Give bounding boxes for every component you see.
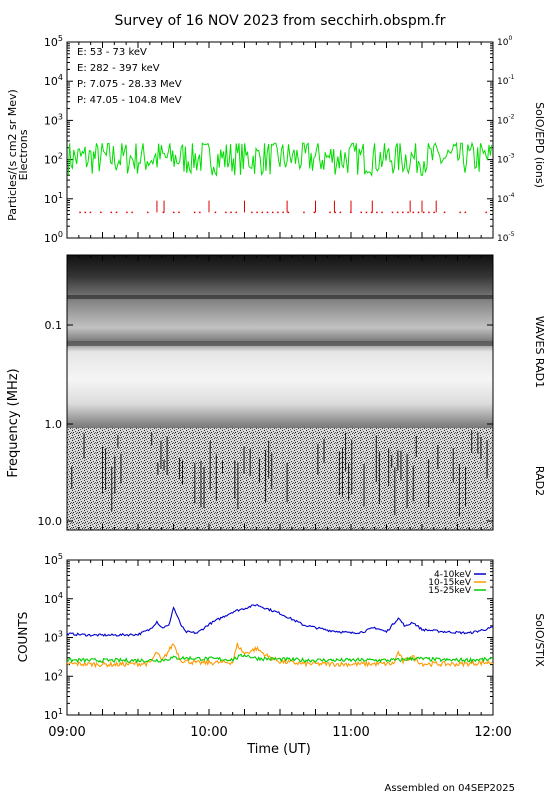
epd-y-tick-label: 105 (44, 34, 63, 49)
spectrogram-y-tick-label: 1.0 (45, 418, 63, 431)
stix-series-15-25keV (66, 653, 494, 664)
stix-y-tick-label: 101 (44, 707, 63, 722)
epd-legend: E: 53 - 73 keV E: 282 - 397 keV P: 7.075… (77, 47, 182, 106)
stix-right-label: SolO/STIX (533, 613, 546, 667)
spectrogram-panel: 0.1 1.0 10.0 Frequency (MHz) WAVES RAD1 RA… (6, 254, 546, 531)
stix-x-tick-label: 10:00 (190, 725, 227, 740)
stix-x-tick-label: 11:00 (332, 725, 369, 740)
epd-y-tick-label: 101 (44, 191, 63, 206)
rad2-label: RAD2 (533, 466, 546, 496)
rad2-spectrum (67, 428, 493, 530)
epd-ylabel: Particles/(s cm2 sr Mev) (6, 89, 19, 221)
epd-series-electrons-high (79, 200, 487, 214)
epd-y2-tick-label: 10-5 (497, 231, 515, 244)
epd-legend-item: E: 282 - 397 keV (77, 63, 160, 74)
stix-legend: 4-10keV 10-15keV 15-25keV (428, 570, 486, 596)
stix-legend-item: 15-25keV (428, 586, 472, 596)
epd-legend-item: P: 47.05 - 104.8 MeV (77, 95, 182, 106)
stix-series-4-10keV (66, 604, 494, 637)
stix-y-tick-label: 104 (44, 591, 63, 606)
stix-y-tick-label: 103 (44, 630, 63, 645)
stix-panel: 101 102 103 104 105 09:00 10:00 11:00 12:00 4-10… (16, 552, 546, 757)
rad1-band (67, 295, 493, 299)
epd-y2-tick-label: 10-4 (497, 192, 515, 205)
stix-x-tick-label: 12:00 (474, 725, 511, 740)
epd-y-tick-label: 100 (44, 230, 63, 245)
epd-y2-tick-label: 100 (497, 35, 512, 48)
epd-right-label: SolO/EPD (ions) (533, 102, 546, 188)
epd-legend-item: P: 7.075 - 28.33 MeV (77, 79, 182, 90)
epd-y-tick-label: 103 (44, 112, 63, 127)
epd-y2-tick-label: 10-1 (497, 74, 515, 87)
spectrogram-y-tick-label: 0.1 (45, 319, 63, 332)
spectrogram-y-tick-label: 10.0 (38, 515, 63, 528)
footer-note: Assembled on 04SEP2025 (385, 783, 515, 794)
stix-y-tick-label: 105 (44, 552, 63, 567)
stix-x-tick-label: 09:00 (48, 725, 85, 740)
epd-legend-item: E: 53 - 73 keV (77, 47, 147, 58)
x-axis-label: Time (UT) (246, 742, 311, 757)
epd-series-electrons-low (67, 141, 493, 177)
stix-series-10-15keV (66, 642, 494, 669)
epd-y-tick-label: 104 (44, 73, 63, 88)
stix-legend-item: 4-10keV (434, 570, 472, 580)
epd-y-tick-label: 102 (44, 152, 63, 167)
stix-ylabel: COUNTS (16, 612, 30, 663)
epd-panel: 100 101 102 103 104 105 10-5 10-4 10-3 10-2 10-1 10… (6, 34, 546, 245)
stix-y-tick-label: 102 (44, 668, 63, 683)
epd-y2-tick-label: 10-3 (497, 153, 515, 166)
rad1-band (67, 341, 493, 346)
figure-title: Survey of 16 NOV 2023 from secchirh.obsp… (114, 13, 445, 29)
rad1-label: WAVES RAD1 (533, 316, 546, 388)
spectrogram-ylabel: Frequency (MHz) (6, 368, 21, 477)
stix-legend-item: 10-15keV (428, 578, 472, 588)
epd-ylabel-electrons: Electrons (17, 129, 30, 180)
epd-y2-tick-label: 10-2 (497, 113, 515, 126)
